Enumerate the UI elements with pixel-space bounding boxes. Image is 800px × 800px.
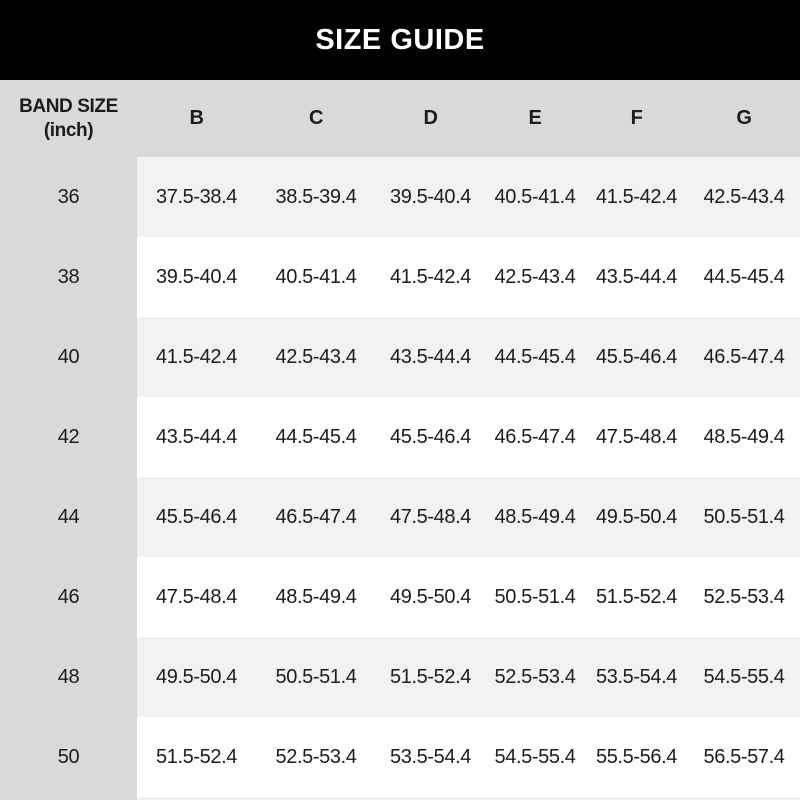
range-cell: 43.5-44.4 [376, 317, 485, 397]
range-cell: 41.5-42.4 [137, 317, 256, 397]
range-cell: 49.5-50.4 [137, 637, 256, 717]
range-cell: 47.5-48.4 [137, 557, 256, 637]
range-cell: 40.5-41.4 [485, 157, 585, 237]
range-cell: 52.5-53.4 [485, 637, 585, 717]
band-size-cell: 48 [0, 637, 137, 717]
band-size-cell: 50 [0, 717, 137, 797]
range-cell: 55.5-56.4 [585, 717, 688, 797]
cup-column-header-g: G [688, 80, 800, 157]
range-cell: 50.5-51.4 [485, 557, 585, 637]
range-cell: 45.5-46.4 [376, 397, 485, 477]
range-cell: 42.5-43.4 [485, 237, 585, 317]
range-cell: 41.5-42.4 [376, 237, 485, 317]
range-cell: 54.5-55.4 [485, 717, 585, 797]
cup-column-header-f: F [585, 80, 688, 157]
band-size-cell: 40 [0, 317, 137, 397]
size-guide-title-bar: SIZE GUIDE [0, 0, 800, 80]
range-cell: 44.5-45.4 [688, 237, 800, 317]
band-size-header-line2: (inch) [43, 119, 94, 141]
range-cell: 53.5-54.4 [376, 717, 485, 797]
band-size-cell: 36 [0, 157, 137, 237]
range-cell: 56.5-57.4 [688, 717, 800, 797]
range-cell: 43.5-44.4 [585, 237, 688, 317]
cup-column-header-c: C [256, 80, 376, 157]
range-cell: 42.5-43.4 [688, 157, 800, 237]
range-cell: 48.5-49.4 [256, 557, 376, 637]
bottom-sliver-data [137, 797, 800, 800]
range-cell: 47.5-48.4 [585, 397, 688, 477]
range-cell: 51.5-52.4 [376, 637, 485, 717]
range-cell: 42.5-43.4 [256, 317, 376, 397]
range-cell: 46.5-47.4 [485, 397, 585, 477]
bottom-sliver-label [0, 797, 137, 800]
range-cell: 44.5-45.4 [485, 317, 585, 397]
range-cell: 44.5-45.4 [256, 397, 376, 477]
range-cell: 48.5-49.4 [688, 397, 800, 477]
range-cell: 41.5-42.4 [585, 157, 688, 237]
band-size-corner-header: BAND SIZE (inch) [0, 80, 137, 157]
cup-column-header-d: D [376, 80, 485, 157]
range-cell: 40.5-41.4 [256, 237, 376, 317]
range-cell: 52.5-53.4 [256, 717, 376, 797]
range-cell: 45.5-46.4 [585, 317, 688, 397]
range-cell: 37.5-38.4 [137, 157, 256, 237]
range-cell: 39.5-40.4 [376, 157, 485, 237]
range-cell: 43.5-44.4 [137, 397, 256, 477]
range-cell: 48.5-49.4 [485, 477, 585, 557]
range-cell: 50.5-51.4 [688, 477, 800, 557]
band-size-cell: 42 [0, 397, 137, 477]
range-cell: 47.5-48.4 [376, 477, 485, 557]
band-size-cell: 38 [0, 237, 137, 317]
range-cell: 52.5-53.4 [688, 557, 800, 637]
cup-column-header-e: E [485, 80, 585, 157]
size-table: BAND SIZE (inch) B C D E F G 36 37.5-38.4 38.5-3… [0, 80, 800, 800]
page-title: SIZE GUIDE [315, 23, 485, 56]
range-cell: 45.5-46.4 [137, 477, 256, 557]
range-cell: 53.5-54.4 [585, 637, 688, 717]
range-cell: 49.5-50.4 [376, 557, 485, 637]
band-size-cell: 44 [0, 477, 137, 557]
range-cell: 51.5-52.4 [137, 717, 256, 797]
range-cell: 46.5-47.4 [256, 477, 376, 557]
band-size-cell: 46 [0, 557, 137, 637]
range-cell: 38.5-39.4 [256, 157, 376, 237]
range-cell: 49.5-50.4 [585, 477, 688, 557]
range-cell: 39.5-40.4 [137, 237, 256, 317]
range-cell: 51.5-52.4 [585, 557, 688, 637]
range-cell: 50.5-51.4 [256, 637, 376, 717]
cup-column-header-b: B [137, 80, 256, 157]
range-cell: 54.5-55.4 [688, 637, 800, 717]
range-cell: 46.5-47.4 [688, 317, 800, 397]
band-size-header-line1: BAND SIZE [19, 95, 118, 117]
